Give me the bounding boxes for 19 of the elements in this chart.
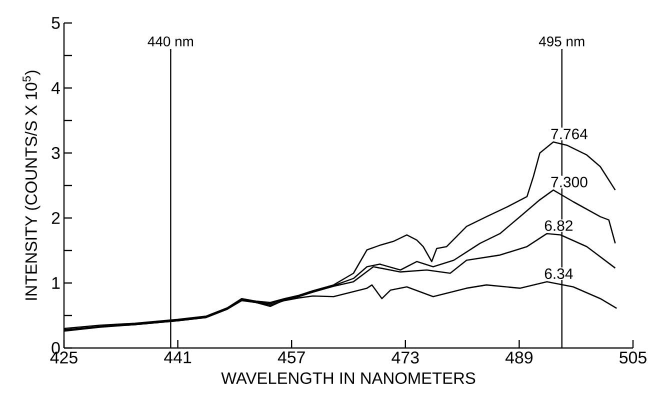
ref-line-label: 495 nm [538, 36, 584, 46]
series-label: 6.82 [544, 220, 572, 231]
y-tick-label: 4 [51, 82, 60, 94]
y-tick-label: 1 [52, 277, 60, 289]
x-tick-label: 489 [505, 352, 533, 364]
y-axis-title: INTENSITY (COUNTS/S X 10$^{5}$) [22, 70, 40, 300]
y-tick-label: 3 [52, 147, 60, 159]
x-axis-title: WAVELENGTH IN NANOMETERS [221, 372, 476, 384]
x-tick-label: 473 [392, 352, 419, 364]
ref-line-label: 440 nm [148, 36, 194, 46]
y-tick-label: 5 [52, 17, 60, 29]
x-tick-label: 457 [278, 352, 305, 364]
x-tick-label: 441 [164, 352, 192, 364]
series-label: 7.764 [551, 128, 588, 140]
y-tick-label: 2 [52, 212, 60, 224]
x-tick-label: 425 [50, 352, 78, 364]
x-tick-label: 505 [620, 352, 646, 364]
series-label: 6.34 [544, 268, 573, 279]
series-label: 7.300 [551, 176, 588, 188]
